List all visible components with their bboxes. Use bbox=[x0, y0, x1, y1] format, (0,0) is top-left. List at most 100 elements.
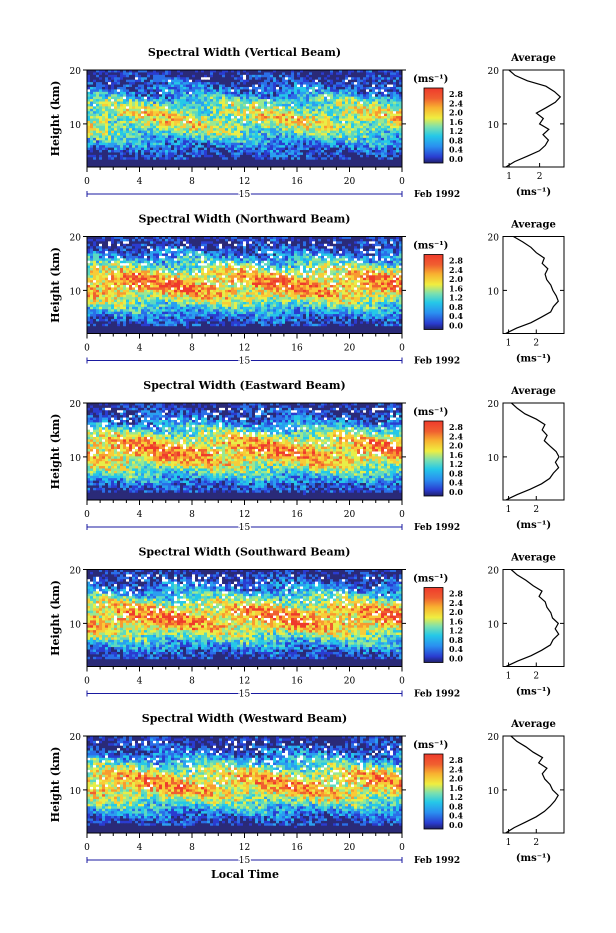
heatmap-cell bbox=[318, 97, 321, 100]
heatmap-cell bbox=[150, 138, 153, 141]
heatmap-cell bbox=[303, 152, 306, 155]
heatmap-cell bbox=[111, 99, 114, 102]
heatmap-cell bbox=[207, 138, 210, 141]
heatmap-cell bbox=[216, 133, 219, 136]
heatmap-cell bbox=[231, 251, 234, 254]
heatmap-cell bbox=[159, 75, 162, 78]
heatmap-cell bbox=[195, 123, 198, 126]
heatmap-cell bbox=[291, 152, 294, 155]
y-tick-label: 20 bbox=[70, 67, 82, 77]
heatmap-cell bbox=[378, 123, 381, 126]
heatmap-cell bbox=[180, 111, 183, 114]
heatmap-cell bbox=[357, 102, 360, 105]
heatmap-cell bbox=[390, 244, 393, 247]
heatmap-cell bbox=[390, 80, 393, 83]
heatmap-cell bbox=[177, 114, 180, 117]
heatmap-cell bbox=[336, 126, 339, 129]
heatmap-cell bbox=[387, 126, 390, 129]
heatmap-cell bbox=[297, 75, 300, 78]
heatmap-cell bbox=[201, 244, 204, 247]
heatmap-cell bbox=[192, 114, 195, 117]
heatmap-cell bbox=[339, 123, 342, 126]
heatmap-cell bbox=[228, 157, 231, 160]
heatmap-cell bbox=[171, 155, 174, 158]
heatmap-cell bbox=[252, 244, 255, 247]
heatmap-cell bbox=[207, 114, 210, 117]
heatmap-cell bbox=[396, 135, 399, 138]
heatmap-cell bbox=[135, 92, 138, 95]
heatmap-cell bbox=[246, 140, 249, 143]
heatmap-cell bbox=[375, 80, 378, 83]
heatmap-cell bbox=[327, 102, 330, 105]
heatmap-cell bbox=[93, 106, 96, 109]
heatmap-cell bbox=[195, 241, 198, 244]
heatmap-cell bbox=[165, 140, 168, 143]
heatmap-cell bbox=[363, 160, 366, 163]
heatmap-cell bbox=[252, 135, 255, 138]
heatmap-cell bbox=[261, 97, 264, 100]
heatmap-cell bbox=[129, 89, 132, 92]
heatmap-cell bbox=[321, 241, 324, 244]
heatmap-cell bbox=[234, 92, 237, 95]
heatmap-cell bbox=[342, 162, 345, 165]
heatmap-cell bbox=[198, 99, 201, 102]
heatmap-cell bbox=[189, 135, 192, 138]
heatmap-cell bbox=[204, 251, 207, 254]
heatmap-cell bbox=[159, 85, 162, 88]
heatmap-cell bbox=[153, 140, 156, 143]
heatmap-cell bbox=[180, 80, 183, 83]
heatmap-cell bbox=[219, 72, 222, 75]
heatmap-cell bbox=[240, 160, 243, 163]
heatmap-cell bbox=[141, 97, 144, 100]
heatmap-cell bbox=[207, 157, 210, 160]
heatmap-cell bbox=[126, 155, 129, 158]
heatmap-cell bbox=[321, 80, 324, 83]
heatmap-cell bbox=[306, 157, 309, 160]
heatmap-cell bbox=[381, 114, 384, 117]
heatmap-cell bbox=[354, 152, 357, 155]
heatmap-cell bbox=[219, 89, 222, 92]
heatmap-cell bbox=[189, 102, 192, 105]
heatmap-cell bbox=[195, 150, 198, 153]
heatmap-cell bbox=[183, 89, 186, 92]
heatmap-cell bbox=[195, 99, 198, 102]
heatmap-cell bbox=[108, 148, 111, 151]
heatmap-cell bbox=[111, 77, 114, 80]
heatmap-cell bbox=[267, 106, 270, 109]
heatmap-cell bbox=[198, 138, 201, 141]
heatmap-cell bbox=[366, 131, 369, 134]
heatmap-cell bbox=[168, 85, 171, 88]
heatmap-cell bbox=[312, 99, 315, 102]
heatmap-cell bbox=[378, 77, 381, 80]
heatmap-cell bbox=[231, 145, 234, 148]
heatmap-cell bbox=[237, 128, 240, 131]
heatmap-cell bbox=[111, 244, 114, 247]
heatmap-cell bbox=[114, 106, 117, 109]
heatmap-cell bbox=[159, 82, 162, 85]
heatmap-cell bbox=[366, 77, 369, 80]
heatmap-cell bbox=[177, 138, 180, 141]
heatmap-cell bbox=[144, 116, 147, 119]
heatmap-cell bbox=[243, 123, 246, 126]
heatmap-cell bbox=[87, 123, 90, 126]
heatmap-cell bbox=[111, 82, 114, 85]
heatmap-cell bbox=[273, 148, 276, 151]
heatmap-cell bbox=[165, 152, 168, 155]
heatmap-cell bbox=[108, 75, 111, 78]
heatmap-cell bbox=[198, 150, 201, 153]
heatmap-cell bbox=[228, 82, 231, 85]
heatmap-cell bbox=[330, 109, 333, 112]
heatmap-cell bbox=[381, 109, 384, 112]
heatmap-cell bbox=[243, 128, 246, 131]
heatmap-cell bbox=[345, 77, 348, 80]
heatmap-cell bbox=[276, 251, 279, 254]
heatmap-cell bbox=[336, 104, 339, 107]
heatmap-cell bbox=[321, 140, 324, 143]
heatmap-cell bbox=[99, 94, 102, 97]
heatmap-cell bbox=[159, 111, 162, 114]
heatmap-cell bbox=[318, 148, 321, 151]
heatmap-cell bbox=[147, 239, 150, 242]
heatmap-cell bbox=[144, 99, 147, 102]
heatmap-cell bbox=[309, 251, 312, 254]
heatmap-cell bbox=[276, 109, 279, 112]
